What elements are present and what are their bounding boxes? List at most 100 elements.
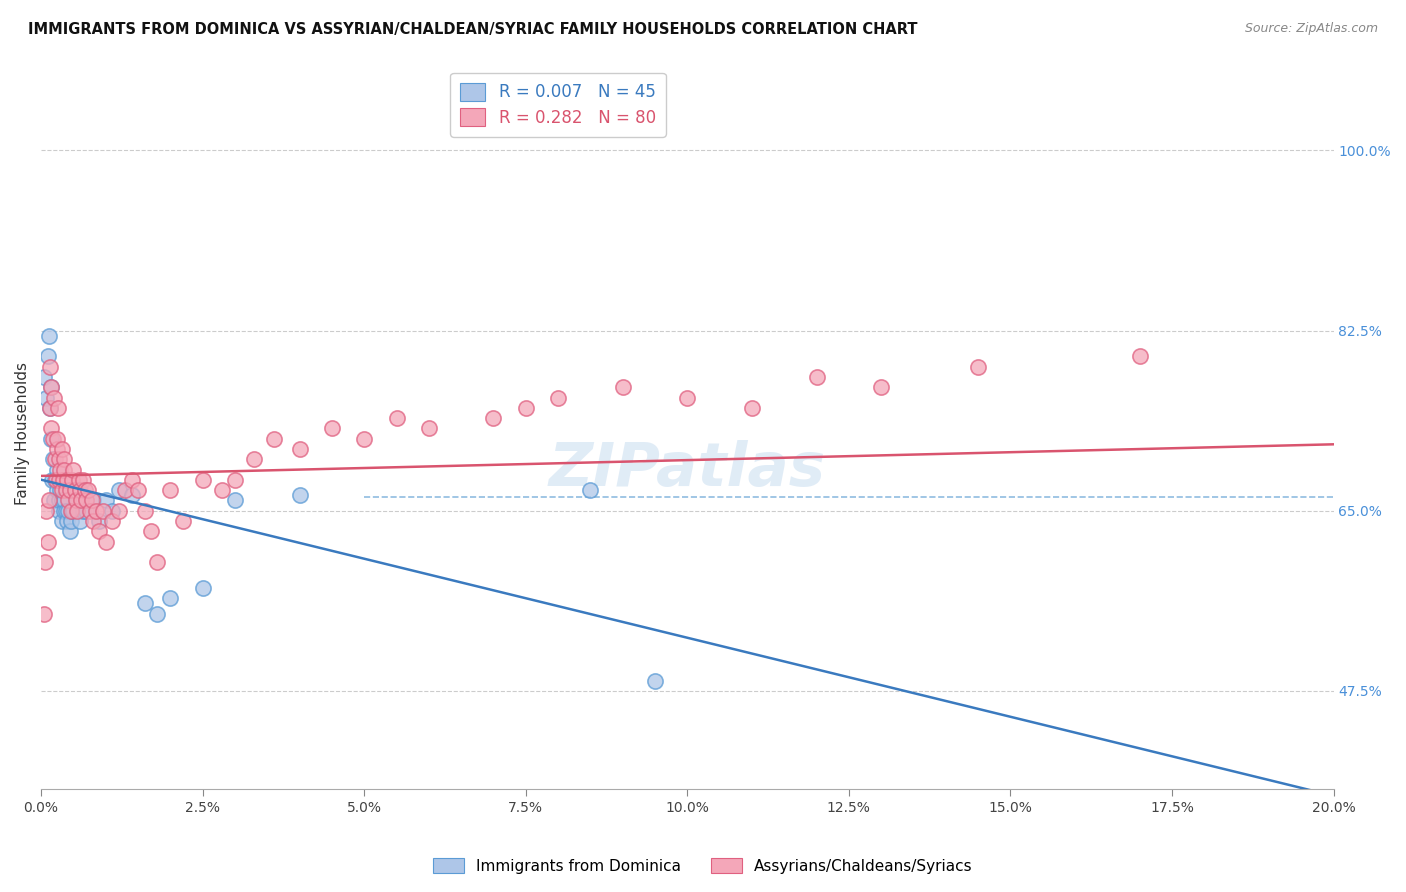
Point (94, 534, 117, 549)
Point (75, 493, 97, 508)
Point (46, 432, 69, 446)
Point (67, 473, 90, 487)
Point (243, 452, 266, 467)
Point (38, 359, 60, 374)
Point (62, 462, 84, 476)
Point (134, 504, 156, 518)
Point (967, 359, 990, 374)
Point (46, 462, 69, 476)
Point (191, 581, 214, 595)
Point (39, 421, 62, 435)
Point (806, 370, 828, 384)
Point (52, 452, 75, 467)
Point (211, 483, 233, 498)
Point (107, 504, 129, 518)
Point (34, 555, 56, 569)
Point (101, 514, 124, 528)
Point (612, 380, 634, 394)
Point (35, 391, 58, 405)
Point (72, 504, 94, 518)
Point (89, 514, 111, 528)
Point (52, 504, 75, 518)
Point (49, 483, 72, 498)
Point (159, 483, 181, 498)
Point (42, 432, 65, 446)
Point (69, 514, 91, 528)
Point (146, 607, 169, 621)
Point (42, 391, 65, 405)
Point (58, 483, 80, 498)
Point (72, 473, 94, 487)
Point (55, 483, 77, 498)
Point (34, 370, 56, 384)
Point (579, 483, 602, 498)
Point (84, 504, 107, 518)
Point (60, 504, 83, 518)
Point (44, 473, 66, 487)
Text: IMMIGRANTS FROM DOMINICA VS ASSYRIAN/CHALDEAN/SYRIAC FAMILY HOUSEHOLDS CORRELATI: IMMIGRANTS FROM DOMINICA VS ASSYRIAN/CHA… (28, 22, 918, 37)
Point (51, 514, 73, 528)
Point (547, 391, 569, 405)
Point (58, 504, 80, 518)
Point (51, 493, 73, 508)
Point (41, 473, 63, 487)
Point (53, 493, 76, 508)
Point (49, 462, 72, 476)
Point (73, 483, 96, 498)
Point (482, 411, 505, 425)
Point (121, 488, 143, 502)
Point (172, 514, 194, 528)
Point (224, 493, 246, 508)
Point (38, 493, 60, 508)
Point (288, 442, 311, 456)
Point (224, 473, 246, 487)
Point (870, 380, 893, 394)
Point (63, 483, 86, 498)
Point (62, 504, 84, 518)
Point (45, 473, 67, 487)
Point (89, 524, 111, 539)
Point (69, 483, 91, 498)
Point (101, 504, 124, 518)
Point (51, 483, 73, 498)
Point (44, 452, 66, 467)
Point (159, 591, 181, 606)
Point (60, 473, 83, 487)
Y-axis label: Family Households: Family Households (15, 362, 30, 505)
Point (82, 514, 104, 528)
Point (121, 473, 143, 487)
Point (59, 504, 82, 518)
Point (134, 597, 156, 611)
Point (38, 401, 60, 415)
Point (52, 473, 75, 487)
Point (94, 493, 117, 508)
Point (32, 607, 55, 621)
Point (75, 504, 97, 518)
Point (56, 473, 79, 487)
Point (82, 493, 104, 508)
Point (66, 504, 89, 518)
Point (418, 421, 440, 435)
Point (56, 514, 79, 528)
Point (114, 483, 136, 498)
Text: ZIPatlas: ZIPatlas (548, 440, 825, 499)
Legend: R = 0.007   N = 45, R = 0.282   N = 80: R = 0.007 N = 45, R = 0.282 N = 80 (450, 72, 666, 136)
Point (146, 555, 169, 569)
Point (55, 504, 77, 518)
Point (48, 452, 70, 467)
Point (385, 411, 408, 425)
Point (39, 401, 62, 415)
Legend: Immigrants from Dominica, Assyrians/Chaldeans/Syriacs: Immigrants from Dominica, Assyrians/Chal… (427, 852, 979, 880)
Point (42, 452, 65, 467)
Point (70, 493, 93, 508)
Point (288, 488, 311, 502)
Point (191, 473, 214, 487)
Point (38, 328, 60, 343)
Point (66, 493, 89, 508)
Point (80, 493, 103, 508)
Point (37, 350, 59, 364)
Point (91, 504, 114, 518)
Point (48, 493, 70, 508)
Point (45, 483, 67, 498)
Point (76, 483, 98, 498)
